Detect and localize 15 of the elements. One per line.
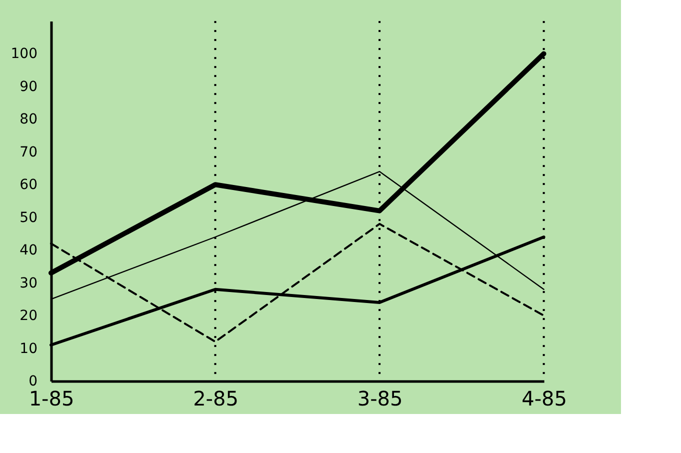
y-tick-label: 50 [20, 210, 38, 226]
y-tick-label: 60 [20, 177, 38, 194]
x-tick-label: 2-85 [193, 386, 238, 410]
y-tick-label: 0 [28, 374, 38, 390]
y-tick-label: 70 [20, 144, 38, 160]
y-tick-label: 100 [10, 46, 38, 62]
x-tick-label: 4-85 [522, 386, 567, 410]
y-tick-label: 10 [20, 340, 38, 357]
x-tick-label: 3-85 [357, 386, 403, 410]
y-tick-label: 80 [20, 112, 38, 128]
x-tick-label: 1-85 [28, 386, 74, 410]
y-tick-label: 40 [20, 242, 38, 259]
y-tick-label: 20 [20, 308, 38, 324]
y-tick-label: 30 [20, 275, 38, 292]
y-tick-label: 90 [20, 78, 38, 95]
